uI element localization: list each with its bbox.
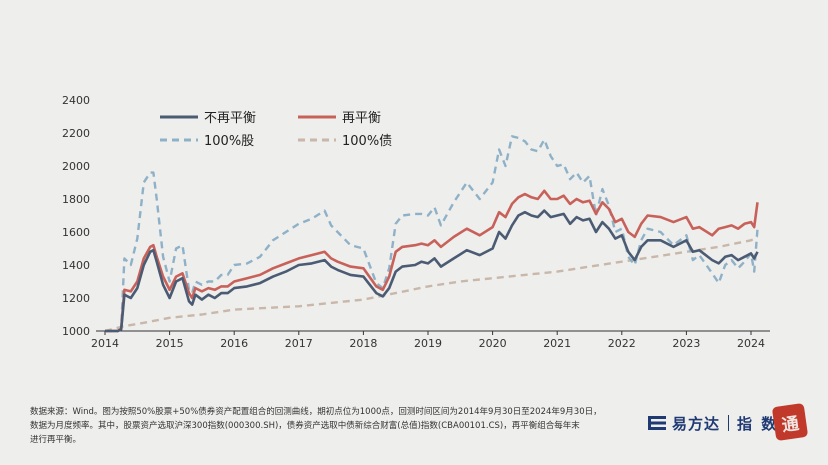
series-line-4 [104, 235, 759, 333]
brand-mark-icon [648, 416, 666, 430]
series-line-2 [105, 189, 759, 333]
x-axis-ticks: 2014 2015 2016 2017 2018 2019 2020 2021 2022 2023… [91, 331, 765, 350]
y-tick-label: 2200 [62, 127, 90, 140]
y-tick-label: 1200 [62, 292, 90, 305]
seal-stamp: 通 [771, 402, 809, 442]
x-tick-label: 2022 [608, 337, 636, 350]
brand-subtitle: 指 数 [737, 414, 779, 433]
legend-label: 100%股 [204, 134, 254, 149]
legend-label: 不再平衡 [204, 111, 256, 126]
footnote-line-2: 数据为月度频率。其中，股票资产选取沪深300指数(000300.SH)，债券资产… [30, 421, 580, 431]
brand-logo: 易方达 指 数 [648, 410, 778, 436]
x-tick-label: 2016 [220, 337, 248, 350]
y-tick-label: 1800 [62, 193, 90, 206]
y-tick-label: 1000 [62, 325, 90, 338]
legend: 不再平衡 再平衡 100%股 100%债 [160, 111, 392, 149]
x-tick-label: 2021 [543, 337, 571, 350]
series-line-3 [105, 135, 759, 333]
brand-name: 易方达 [672, 414, 721, 433]
y-tick-label: 2400 [62, 94, 90, 107]
footnote-line-3: 进行再平衡。 [30, 435, 82, 445]
x-tick-label: 2015 [156, 337, 184, 350]
brand-divider [728, 415, 730, 431]
footnote: 数据来源：Wind。图为按照50%股票+50%债券资产配置组合的回测曲线，期初点… [30, 405, 620, 447]
x-tick-label: 2018 [349, 337, 377, 350]
seal-char: 通 [780, 413, 801, 436]
y-tick-label: 2000 [62, 160, 90, 173]
x-tick-label: 2024 [737, 337, 765, 350]
x-tick-label: 2020 [479, 337, 507, 350]
x-tick-label: 2019 [414, 337, 442, 350]
x-tick-label: 2017 [285, 337, 313, 350]
footnote-line-1: 数据来源：Wind。图为按照50%股票+50%债券资产配置组合的回测曲线，期初点… [30, 407, 602, 417]
series-line-1 [105, 209, 759, 333]
legend-label: 100%债 [342, 134, 392, 149]
x-tick-label: 2014 [91, 337, 119, 350]
x-tick-label: 2023 [672, 337, 700, 350]
y-tick-label: 1600 [62, 226, 90, 239]
y-axis-ticks: 1000 1200 1400 1600 1800 2000 2200 2400 [62, 94, 90, 338]
legend-label: 再平衡 [342, 111, 381, 126]
series-layer [104, 135, 759, 333]
y-tick-label: 1400 [62, 259, 90, 272]
